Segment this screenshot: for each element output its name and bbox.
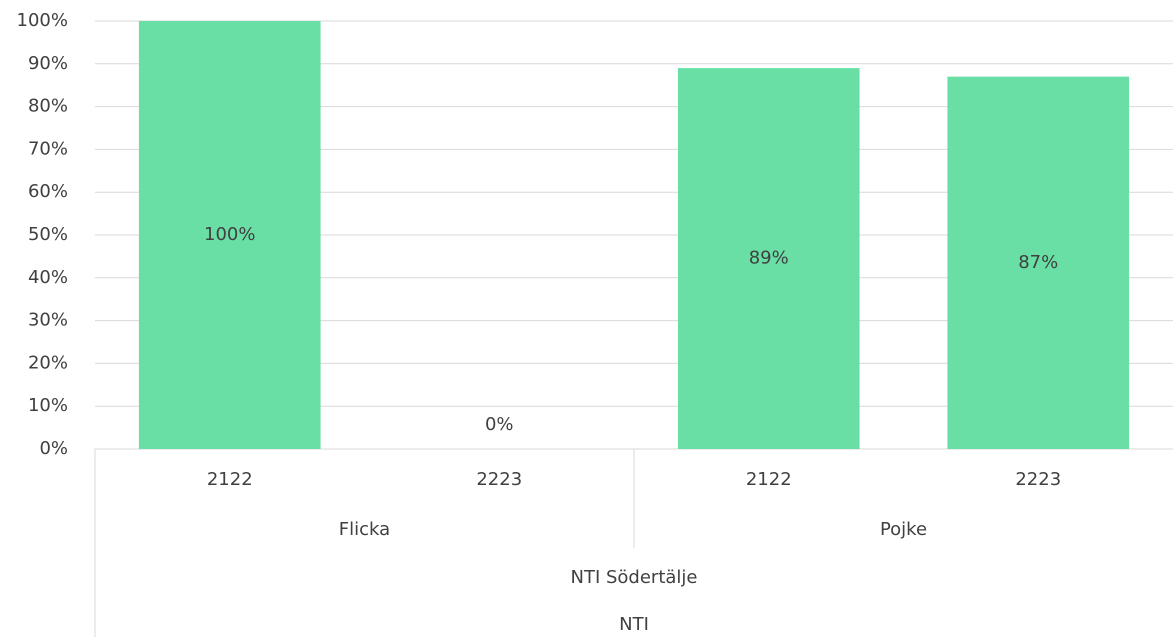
x-tick-label: 2223 — [1015, 469, 1061, 490]
bar — [677, 68, 860, 449]
x-tick-label: 2223 — [476, 469, 522, 490]
y-tick-label: 90% — [28, 53, 68, 74]
x-tick-label: 2122 — [746, 469, 792, 490]
y-tick-label: 10% — [28, 395, 68, 416]
bar — [138, 21, 321, 449]
y-tick-label: 50% — [28, 224, 68, 245]
y-tick-label: 0% — [39, 438, 68, 459]
group-label: NTI Södertälje — [571, 567, 698, 588]
y-tick-label: 20% — [28, 352, 68, 373]
data-label: 89% — [749, 248, 789, 269]
group-label: NTI — [619, 614, 649, 635]
y-tick-label: 100% — [17, 10, 68, 31]
y-tick-label: 80% — [28, 96, 68, 117]
y-tick-label: 40% — [28, 267, 68, 288]
y-tick-label: 30% — [28, 310, 68, 331]
data-label: 87% — [1018, 252, 1058, 273]
y-tick-label: 60% — [28, 181, 68, 202]
bar — [947, 76, 1130, 449]
group-label: Pojke — [880, 519, 927, 540]
y-tick-label: 70% — [28, 138, 68, 159]
group-label: Flicka — [339, 519, 390, 540]
x-tick-label: 2122 — [207, 469, 253, 490]
data-label: 0% — [485, 414, 514, 435]
data-label: 100% — [204, 224, 255, 245]
